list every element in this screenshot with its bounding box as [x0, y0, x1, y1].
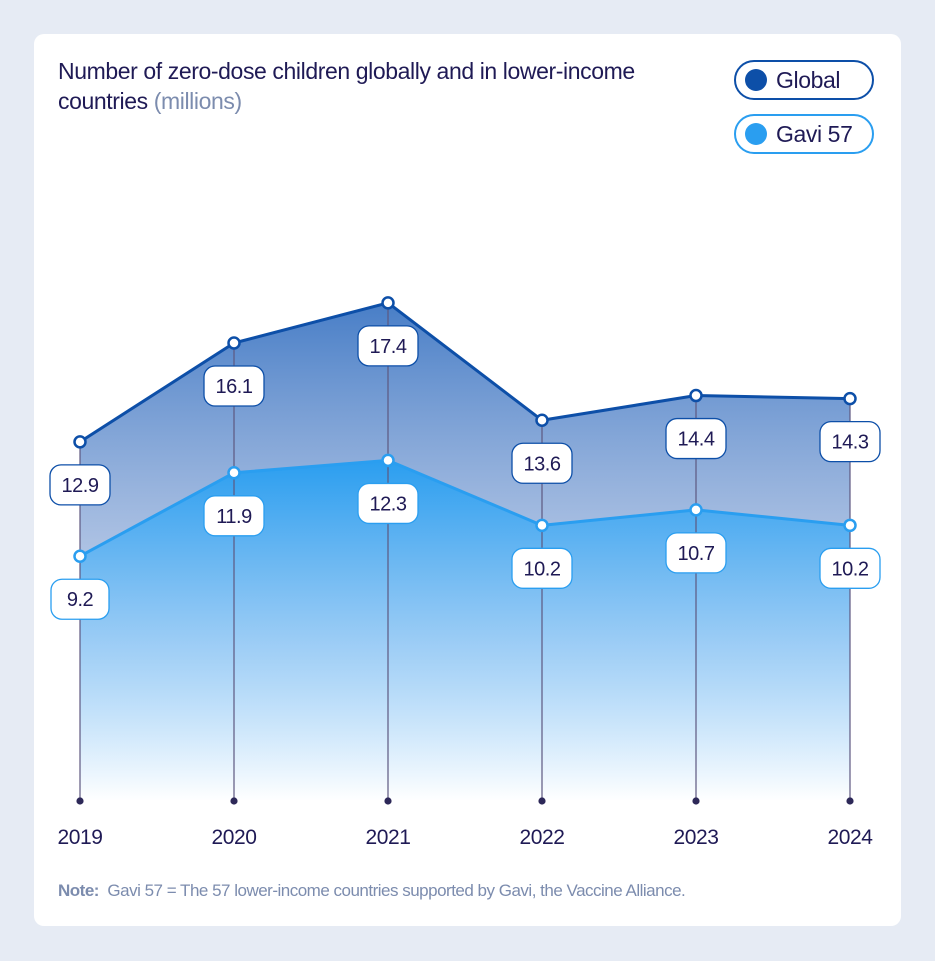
legend-gavi-swatch [745, 123, 767, 145]
point-gavi-2019 [73, 549, 87, 563]
label-gavi-2019-box [50, 578, 110, 620]
label-global-2019: 12.9 [62, 475, 99, 497]
line-global [79, 301, 851, 444]
label-gavi-2023: 10.7 [678, 543, 715, 565]
label-global-2022: 13.6 [524, 453, 561, 475]
label-gavi-2024-box [819, 547, 881, 589]
label-gavi-2021-box [357, 482, 419, 525]
axis-dot-2022 [538, 797, 546, 805]
note-label: Note: [58, 881, 99, 900]
label-gavi-2023-box [665, 532, 727, 574]
label-global-2023: 14.4 [678, 429, 715, 451]
point-gavi-2023 [689, 503, 703, 517]
point-global-2024 [843, 391, 857, 406]
point-global-2019 [73, 435, 87, 449]
axis-dot-2019 [76, 797, 84, 805]
point-gavi-2020 [227, 466, 241, 480]
label-global-2020: 16.1 [216, 376, 253, 398]
chart-note: Note: Gavi 57 = The 57 lower-income coun… [58, 881, 686, 901]
point-gavi-2021 [381, 453, 395, 468]
label-gavi-2021: 12.3 [370, 493, 407, 515]
label-gavi-2020-box [203, 495, 265, 537]
legend-gavi: Gavi 57 [734, 114, 874, 154]
point-gavi-2022 [535, 518, 549, 533]
note-text: Gavi 57 = The 57 lower-income countries … [107, 881, 686, 900]
label-global-2019-box [49, 464, 111, 506]
chart-card: Number of zero-dose children globally an… [34, 34, 901, 926]
legend-global-swatch [745, 69, 767, 91]
label-gavi-2022: 10.2 [524, 558, 561, 580]
axis-dot-2020 [230, 797, 238, 805]
x-tick-2023: 2023 [673, 826, 718, 849]
label-gavi-2024: 10.2 [832, 558, 869, 580]
point-global-2023 [689, 388, 703, 403]
label-global-2024: 14.3 [832, 432, 869, 454]
label-global-2021: 17.4 [370, 336, 407, 358]
label-gavi-2020: 11.9 [216, 506, 252, 528]
point-gavi-2024 [843, 518, 857, 533]
point-global-2022 [535, 413, 549, 428]
legend-global-label: Global [776, 66, 841, 93]
label-global-2024-box [819, 420, 881, 463]
legend-global: Global [734, 60, 874, 100]
title-main: Number of zero-dose children globally an… [58, 58, 635, 114]
x-tick-2021: 2021 [365, 826, 410, 849]
label-global-2022-box [511, 442, 573, 484]
axis-dot-2021 [384, 797, 392, 805]
label-global-2020-box [203, 365, 265, 407]
area-chart: 12.9 16.1 17.4 13.6 14.4 14.3 9.2 11.9 12.3 10.2 1… [49, 296, 881, 849]
chart-title: Number of zero-dose children globally an… [58, 56, 658, 116]
axis-dot-2023 [692, 797, 700, 805]
label-gavi-2022-box [511, 547, 573, 589]
line-gavi [79, 458, 851, 558]
x-tick-2024: 2024 [827, 826, 873, 849]
label-global-2021-box [357, 325, 419, 367]
area-gavi [80, 460, 850, 801]
x-tick-2019: 2019 [57, 826, 102, 849]
label-global-2023-box [665, 417, 727, 460]
axis-dot-2024 [846, 797, 854, 805]
point-global-2020 [227, 336, 241, 350]
title-unit: (millions) [153, 88, 242, 114]
point-global-2021 [381, 296, 395, 310]
x-tick-2022: 2022 [519, 826, 564, 849]
x-tick-2020: 2020 [211, 826, 256, 849]
label-gavi-2019: 9.2 [67, 589, 94, 611]
legend-gavi-label: Gavi 57 [776, 120, 853, 147]
